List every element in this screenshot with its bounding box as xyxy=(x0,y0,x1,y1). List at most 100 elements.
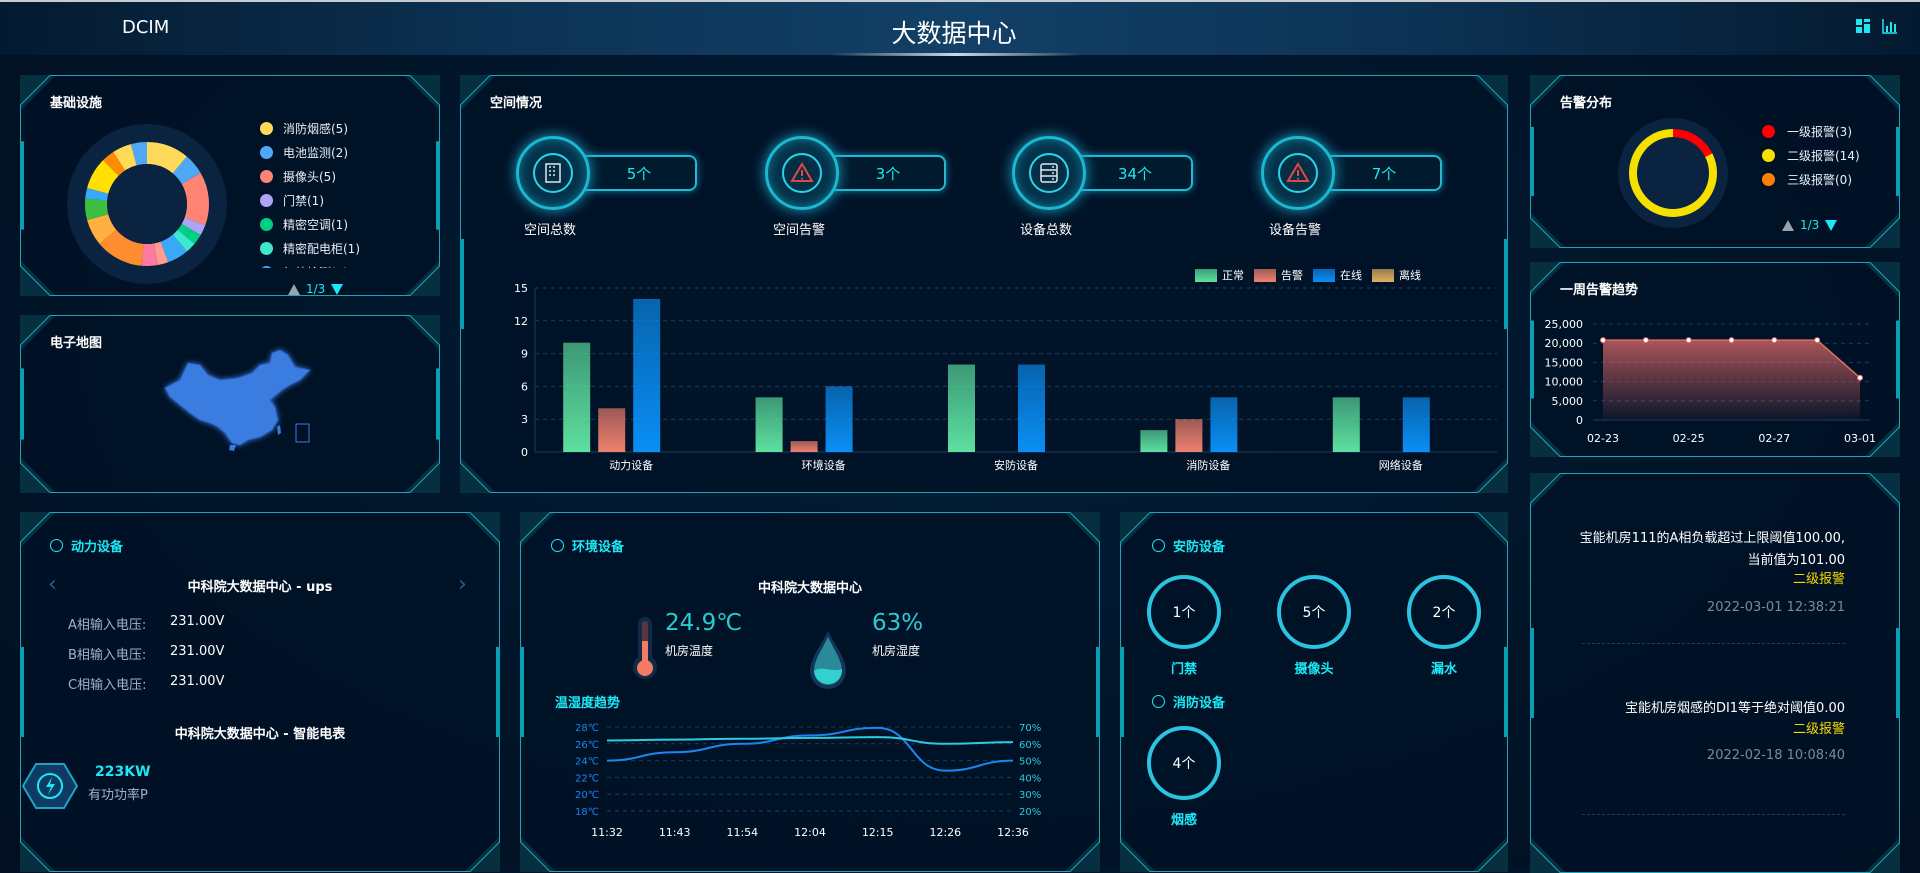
donut-slice[interactable] xyxy=(172,156,201,184)
dashboard-icon[interactable] xyxy=(1855,18,1873,36)
bar-chart-icon[interactable] xyxy=(1882,18,1900,36)
page-up-icon[interactable] xyxy=(1782,219,1794,231)
donut-slice[interactable] xyxy=(172,229,195,252)
bar[interactable] xyxy=(563,342,591,452)
bar[interactable] xyxy=(825,386,853,452)
donut-slice[interactable] xyxy=(113,144,137,171)
legend-item[interactable]: 消防烟感(5) xyxy=(260,120,348,137)
legend-item[interactable]: 在线 xyxy=(1313,267,1362,283)
bar[interactable] xyxy=(948,364,975,452)
section-title: 消防设备 xyxy=(1152,692,1225,711)
legend-swatch xyxy=(1313,268,1335,282)
legend-item[interactable]: 门禁(1) xyxy=(260,192,324,209)
y-tick-label: 0 xyxy=(521,446,528,459)
legend-label: 门禁(1) xyxy=(283,194,324,208)
legend-item[interactable]: 红外检测(2) xyxy=(260,264,348,268)
reading-value: 231.00V xyxy=(170,614,225,629)
bar[interactable] xyxy=(1210,397,1238,452)
bar[interactable] xyxy=(633,298,661,452)
data-point[interactable] xyxy=(1685,337,1692,344)
legend-item[interactable]: 一级报警(3) xyxy=(1762,123,1852,140)
next-arrow-icon[interactable]: › xyxy=(458,572,467,597)
page-up-icon[interactable] xyxy=(288,283,300,295)
y-right-tick-label: 70% xyxy=(1019,723,1041,734)
legend-item[interactable]: 三级报警(0) xyxy=(1762,171,1852,188)
data-point[interactable] xyxy=(1814,337,1821,344)
prev-arrow-icon[interactable]: ‹ xyxy=(48,572,57,597)
bar[interactable] xyxy=(755,397,783,452)
bar[interactable] xyxy=(1402,397,1430,452)
power-label: 有功功率P xyxy=(88,788,148,803)
site-name: 中科院大数据中心 xyxy=(757,581,862,596)
donut-slice[interactable] xyxy=(85,187,109,201)
bar[interactable] xyxy=(1332,397,1360,452)
map-mainland[interactable] xyxy=(164,349,312,446)
x-tick-label: 02-25 xyxy=(1673,432,1705,445)
bar[interactable] xyxy=(790,441,818,452)
stat-value: 34个 xyxy=(1079,155,1193,191)
bar[interactable] xyxy=(1018,364,1045,452)
app-logo[interactable]: DCIM xyxy=(122,17,170,38)
y-tick-label: 5,000 xyxy=(1552,395,1584,408)
donut-slice[interactable] xyxy=(87,214,117,244)
y-tick-label: 20,000 xyxy=(1545,337,1584,350)
data-point[interactable] xyxy=(1642,337,1649,344)
stat-label: 设备告警 xyxy=(1269,223,1322,238)
bar[interactable] xyxy=(598,408,626,452)
china-map[interactable] xyxy=(160,345,330,455)
legend-label: 三级报警(0) xyxy=(1787,173,1852,187)
donut-slice[interactable] xyxy=(181,217,206,235)
device-status-bar-chart: 0 3 6 9 12 15 动力设备 环境设备 安防设备 消防设备 网络设备 xyxy=(514,282,1497,472)
x-tick-label: 网络设备 xyxy=(1379,458,1423,472)
legend-item[interactable]: 告警 xyxy=(1254,267,1303,283)
data-point[interactable] xyxy=(1771,337,1778,344)
donut-slice[interactable] xyxy=(87,160,119,194)
page-down-icon[interactable] xyxy=(331,283,344,295)
building-icon xyxy=(533,153,573,193)
legend-label: 在线 xyxy=(1340,269,1362,282)
page-down-icon[interactable] xyxy=(1825,219,1838,231)
page-title: 大数据中心 xyxy=(891,19,1017,48)
x-tick-label: 环境设备 xyxy=(802,458,846,472)
donut-slice[interactable] xyxy=(160,234,187,263)
legend-label: 红外检测(2) xyxy=(283,264,348,268)
donut-slice[interactable] xyxy=(141,243,158,266)
donut-slice[interactable] xyxy=(147,142,187,174)
stat-icon-ring xyxy=(1012,136,1086,210)
panel-title: 空间情况 xyxy=(490,96,543,111)
stat-icon-ring xyxy=(516,136,590,210)
y-left-tick-label: 22℃ xyxy=(575,773,599,784)
donut-slice[interactable] xyxy=(177,224,201,244)
legend-item[interactable]: 精密配电柜(1) xyxy=(260,240,360,257)
x-tick-label: 12:26 xyxy=(929,826,961,839)
alarm-message: 宝能机房111的A相负载超过上限阈值100.00, xyxy=(1579,531,1845,546)
y-left-tick-label: 24℃ xyxy=(575,757,599,768)
reading-value: 231.00V xyxy=(170,674,225,689)
legend-item[interactable]: 离线 xyxy=(1372,267,1421,283)
legend-item[interactable]: 摄像头(5) xyxy=(260,168,336,185)
legend-item[interactable]: 精密空调(1) xyxy=(260,216,348,233)
donut-slice[interactable] xyxy=(103,152,126,176)
bar[interactable] xyxy=(1140,430,1168,452)
bar[interactable] xyxy=(1175,419,1203,452)
ring-segment[interactable] xyxy=(1673,129,1713,157)
circle-icon xyxy=(1152,695,1165,708)
section-title-text: 消防设备 xyxy=(1173,696,1226,711)
data-point[interactable] xyxy=(1600,337,1606,344)
legend-pager: 1/3 xyxy=(288,282,344,296)
x-tick-label: 02-23 xyxy=(1587,432,1619,445)
donut-slice[interactable] xyxy=(85,198,109,221)
donut-slice[interactable] xyxy=(153,241,169,266)
legend-label: 离线 xyxy=(1399,269,1421,282)
data-point[interactable] xyxy=(1728,337,1735,344)
data-point[interactable] xyxy=(1857,374,1863,381)
donut-slice[interactable] xyxy=(99,229,144,266)
donut-slice[interactable] xyxy=(130,142,147,166)
donut-slice[interactable] xyxy=(181,173,209,226)
legend-item[interactable]: 电池监测(2) xyxy=(260,144,348,161)
y-right-tick-label: 30% xyxy=(1019,790,1041,801)
legend-item[interactable]: 二级报警(14) xyxy=(1762,147,1860,164)
legend-item[interactable]: 正常 xyxy=(1195,267,1244,283)
circle-icon xyxy=(551,539,564,552)
y-left-tick-label: 18℃ xyxy=(575,807,599,818)
